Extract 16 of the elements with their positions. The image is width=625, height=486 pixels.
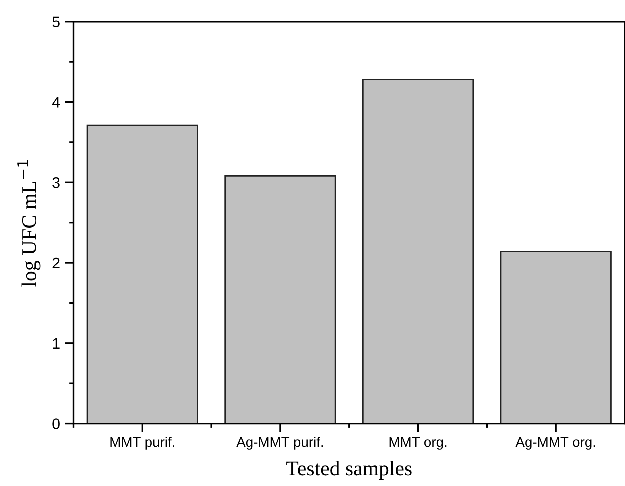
bar xyxy=(500,251,612,424)
x-tick-label: MMT org. xyxy=(390,437,447,450)
y-tick-label: 2 xyxy=(52,258,60,269)
y-tick-label: 0 xyxy=(52,418,60,430)
y-tick-label: 1 xyxy=(53,338,60,349)
x-tick-label: Ag-MMT org. xyxy=(516,437,596,450)
y-tick-label: 5 xyxy=(52,16,60,28)
x-axis-title: Tested samples xyxy=(286,461,412,480)
x-tick-label: MMT purif. xyxy=(110,436,174,450)
x-tick-label: Ag-MMT purif. xyxy=(236,436,324,450)
y-tick-label: 4 xyxy=(52,97,60,108)
y-tick-label: 3 xyxy=(52,178,60,188)
bar xyxy=(362,79,474,424)
y-axis-title: log UFC mL$^{−1}$ xyxy=(18,160,41,287)
bar xyxy=(86,124,198,424)
bar xyxy=(224,176,336,424)
